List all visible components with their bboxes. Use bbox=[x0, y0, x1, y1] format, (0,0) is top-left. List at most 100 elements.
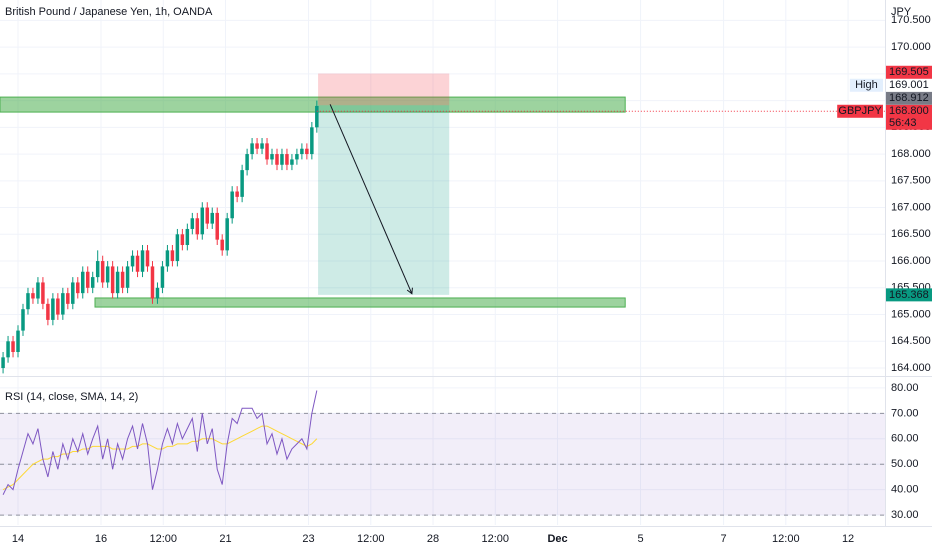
y-tick-label: 168.000 bbox=[891, 148, 931, 160]
y-tick-label: 167.000 bbox=[891, 201, 931, 213]
candle-body bbox=[240, 170, 244, 197]
countdown-label: 56:43 bbox=[889, 117, 917, 129]
x-tick-label: 21 bbox=[219, 533, 231, 545]
price-tag-box bbox=[849, 78, 883, 92]
candle-body bbox=[185, 228, 190, 246]
y-tick-label: 50.00 bbox=[891, 458, 919, 470]
x-tick-label: 14 bbox=[12, 533, 24, 545]
candle-body bbox=[310, 127, 314, 155]
candle-body bbox=[71, 282, 75, 304]
rsi-line bbox=[2, 390, 318, 495]
candle-body bbox=[1, 357, 5, 369]
y-tick-label: 70.00 bbox=[891, 407, 919, 419]
candle-body bbox=[160, 266, 165, 288]
candle-body bbox=[220, 239, 224, 251]
target-zone bbox=[318, 105, 450, 295]
candle-body bbox=[46, 303, 50, 320]
candle-body bbox=[31, 293, 35, 299]
price-label: 168.912 bbox=[889, 92, 929, 104]
candle-body bbox=[235, 191, 239, 197]
candle-body bbox=[155, 287, 160, 299]
stop-zone bbox=[318, 73, 450, 106]
y-tick-label: 167.500 bbox=[891, 175, 931, 187]
candle-body bbox=[215, 212, 219, 240]
x-tick-label: 7 bbox=[720, 533, 726, 545]
candle-body bbox=[56, 298, 60, 315]
price-tag-box bbox=[837, 104, 883, 118]
candle-body bbox=[110, 266, 115, 294]
candle-body bbox=[315, 105, 319, 128]
candle-body bbox=[210, 212, 214, 224]
y-tick-label: 166.500 bbox=[891, 228, 931, 240]
zone bbox=[94, 297, 626, 308]
currency-label: JPY bbox=[891, 6, 912, 18]
candle-body bbox=[105, 266, 110, 283]
candle-body bbox=[120, 271, 125, 288]
candle-body bbox=[61, 293, 65, 315]
price-label-box bbox=[886, 288, 932, 302]
price-label: 165.368 bbox=[889, 289, 929, 301]
candle-body bbox=[115, 271, 120, 294]
price-label: 169.505 bbox=[889, 66, 929, 78]
chart-title: British Pound / Japanese Yen, 1h, OANDA bbox=[5, 6, 213, 18]
candle-body bbox=[245, 154, 249, 171]
candle-body bbox=[11, 341, 15, 352]
candle-body bbox=[265, 143, 269, 160]
x-tick-label: Dec bbox=[547, 533, 567, 545]
candle-body bbox=[76, 282, 80, 294]
candle-body bbox=[100, 261, 105, 283]
candle-body bbox=[150, 266, 155, 299]
candle-body bbox=[175, 234, 180, 262]
x-tick-label: 12:00 bbox=[482, 533, 510, 545]
candle-body bbox=[260, 143, 264, 149]
candle-body bbox=[170, 250, 175, 262]
y-tick-label: 164.500 bbox=[891, 335, 931, 347]
x-tick-label: 12:00 bbox=[772, 533, 800, 545]
candle-body bbox=[275, 154, 279, 165]
candle-body bbox=[145, 250, 150, 267]
candle-body bbox=[285, 154, 289, 165]
arrow bbox=[329, 104, 413, 294]
candle-body bbox=[225, 218, 229, 251]
candle-body bbox=[36, 282, 40, 299]
y-tick-label: 164.000 bbox=[891, 362, 931, 374]
x-tick-label: 12:00 bbox=[150, 533, 178, 545]
candle-body bbox=[230, 191, 234, 219]
candle-body bbox=[41, 282, 45, 304]
candle-body bbox=[125, 266, 130, 288]
y-tick-label: 40.00 bbox=[891, 484, 919, 496]
candle-body bbox=[180, 234, 185, 246]
indicator-title: RSI (14, close, SMA, 14, 2) bbox=[5, 391, 138, 403]
candle-body bbox=[195, 218, 200, 235]
price-label: 168.800 bbox=[889, 105, 929, 117]
x-tick-label: 16 bbox=[95, 533, 107, 545]
candle-body bbox=[250, 143, 254, 155]
candle-body bbox=[280, 154, 284, 165]
y-tick-label: 166.000 bbox=[891, 255, 931, 267]
candle-body bbox=[6, 341, 10, 358]
x-tick-label: 23 bbox=[302, 533, 314, 545]
x-tick-label: 12 bbox=[842, 533, 854, 545]
candle-body bbox=[190, 218, 195, 229]
candle-body bbox=[66, 293, 70, 304]
candle-body bbox=[81, 271, 85, 294]
x-tick-label: 12:00 bbox=[357, 533, 385, 545]
candle-body bbox=[21, 309, 25, 331]
price-label-box bbox=[886, 78, 932, 92]
candle-body bbox=[205, 207, 210, 224]
price-tag: High bbox=[855, 79, 878, 91]
x-tick-label: 5 bbox=[637, 533, 643, 545]
y-tick-label: 165.000 bbox=[891, 308, 931, 320]
candle-body bbox=[270, 154, 274, 160]
candle-body bbox=[300, 148, 304, 155]
y-tick-label: 170.000 bbox=[891, 41, 931, 53]
price-label-box bbox=[886, 65, 932, 79]
x-tick-label: 28 bbox=[427, 533, 439, 545]
price-label-box bbox=[886, 91, 932, 105]
y-tick-label: 80.00 bbox=[891, 382, 919, 394]
candle-body bbox=[135, 255, 140, 272]
candle-body bbox=[90, 277, 95, 288]
